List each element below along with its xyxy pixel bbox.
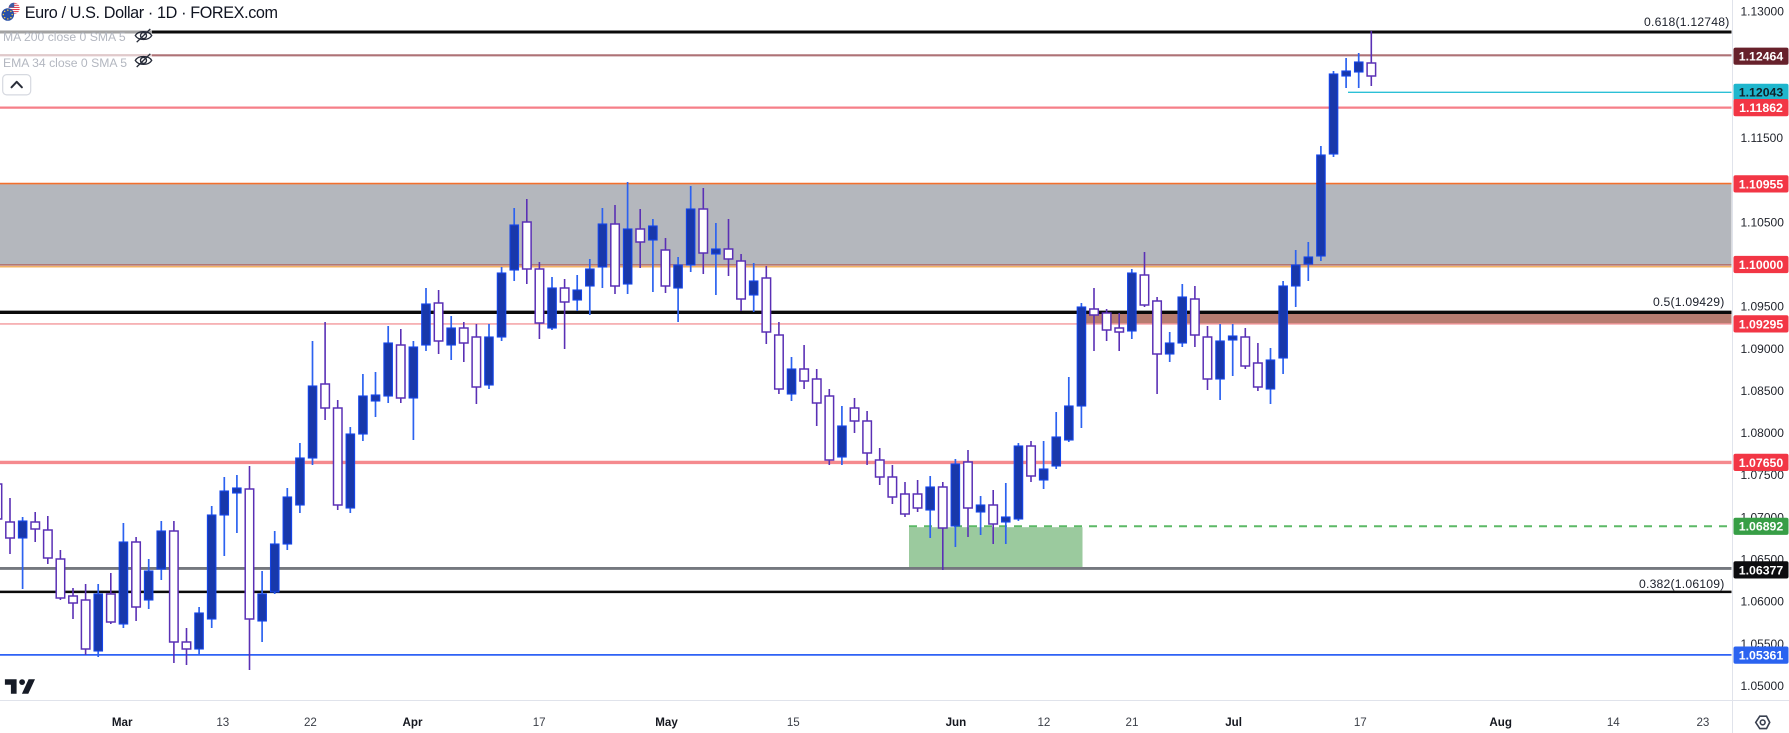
svg-text:1.11500: 1.11500	[1741, 131, 1784, 145]
svg-text:MA 200 close 0 SMA 5: MA 200 close 0 SMA 5	[3, 30, 126, 44]
svg-text:1.08000: 1.08000	[1741, 426, 1785, 440]
svg-text:0.382(1.06109): 0.382(1.06109)	[1639, 577, 1724, 591]
svg-text:1.09000: 1.09000	[1741, 342, 1785, 356]
svg-text:Apr: Apr	[403, 716, 423, 729]
svg-text:1.11862: 1.11862	[1739, 101, 1783, 115]
svg-text:21: 21	[1126, 716, 1139, 729]
svg-text:1.09500: 1.09500	[1741, 300, 1785, 314]
svg-text:1.13000: 1.13000	[1741, 5, 1785, 19]
svg-text:1.07650: 1.07650	[1739, 456, 1784, 470]
svg-text:1.10500: 1.10500	[1741, 215, 1785, 229]
svg-text:15: 15	[787, 716, 800, 729]
svg-text:14: 14	[1607, 716, 1620, 729]
svg-text:Jun: Jun	[946, 716, 967, 729]
svg-text:17: 17	[533, 716, 546, 729]
svg-text:Euro / U.S. Dollar · 1D · FORE: Euro / U.S. Dollar · 1D · FOREX.com	[25, 4, 278, 22]
svg-text:0.5(1.09429): 0.5(1.09429)	[1653, 295, 1725, 309]
svg-text:1.06377: 1.06377	[1739, 563, 1784, 577]
svg-text:1.05361: 1.05361	[1739, 649, 1784, 663]
svg-text:17: 17	[1354, 716, 1367, 729]
svg-text:1.06000: 1.06000	[1741, 595, 1785, 609]
svg-text:13: 13	[216, 716, 229, 729]
svg-text:1.09295: 1.09295	[1739, 317, 1784, 331]
svg-text:0.618(1.12748): 0.618(1.12748)	[1644, 15, 1729, 29]
svg-text:EMA 34 close 0 SMA 5: EMA 34 close 0 SMA 5	[3, 56, 127, 70]
svg-text:1.05000: 1.05000	[1741, 679, 1785, 693]
svg-text:1.12464: 1.12464	[1739, 50, 1784, 64]
svg-text:22: 22	[304, 716, 317, 729]
svg-text:1.12043: 1.12043	[1739, 86, 1784, 100]
svg-text:1.06892: 1.06892	[1739, 520, 1784, 534]
svg-text:1.07500: 1.07500	[1741, 468, 1785, 482]
svg-text:Mar: Mar	[112, 716, 133, 729]
svg-text:23: 23	[1696, 716, 1709, 729]
svg-text:Jul: Jul	[1225, 716, 1242, 729]
svg-text:1.10000: 1.10000	[1739, 258, 1784, 272]
svg-text:1.10955: 1.10955	[1739, 177, 1784, 191]
svg-text:May: May	[655, 716, 678, 729]
svg-text:12: 12	[1037, 716, 1050, 729]
svg-text:Aug: Aug	[1489, 716, 1512, 729]
svg-text:1.08500: 1.08500	[1741, 384, 1785, 398]
